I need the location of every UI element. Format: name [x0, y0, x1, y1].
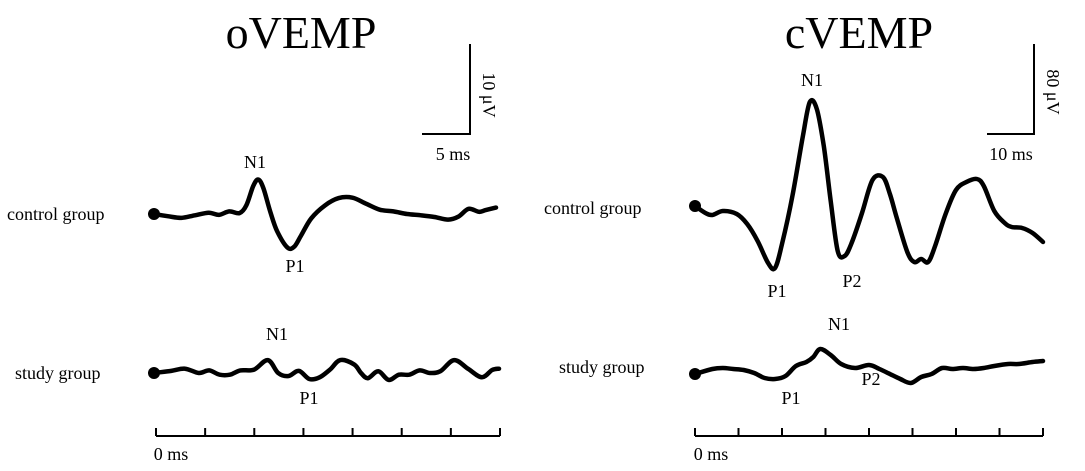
ovemp-study-group-label: study group [15, 363, 101, 383]
ovemp-study-waveform [151, 357, 502, 383]
cvemp-control-waveform [692, 97, 1046, 272]
cvemp-voltage-scale-label: 80 μV [1043, 69, 1063, 114]
cvemp-title: cVEMP [785, 7, 933, 58]
cvemp-control-p2-label: P2 [842, 271, 861, 291]
ovemp-scale-bar-lines [422, 44, 471, 135]
ovemp-title: oVEMP [226, 7, 377, 58]
ovemp-time-axis [155, 428, 501, 437]
cvemp-study-n1-label: N1 [828, 314, 850, 334]
cvemp-study-group-label: study group [559, 357, 645, 377]
cvemp-scale-bar-lines [987, 44, 1035, 135]
cvemp-time-scale-label: 10 ms [989, 144, 1033, 164]
ovemp-control-group-label: control group [7, 204, 104, 224]
cvemp-panel: cVEMP 80 μV 10 ms control group N1 P1 P2… [544, 7, 1063, 464]
ovemp-voltage-scale-label: 10 μV [479, 72, 499, 117]
ovemp-time-axis-start-label: 0 ms [154, 444, 189, 464]
ovemp-control-waveform [151, 177, 499, 252]
cvemp-control-group-label: control group [544, 198, 641, 218]
cvemp-control-p1-label: P1 [767, 281, 786, 301]
ovemp-study-p1-label: P1 [299, 388, 318, 408]
cvemp-study-p2-label: P2 [861, 369, 880, 389]
cvemp-study-waveform [692, 346, 1046, 386]
cvemp-time-axis-start-label: 0 ms [694, 444, 729, 464]
cvemp-scale-bar: 80 μV 10 ms [987, 44, 1063, 164]
ovemp-control-p1-label: P1 [285, 256, 304, 276]
ovemp-scale-bar: 10 μV 5 ms [422, 44, 499, 164]
cvemp-time-axis [694, 428, 1044, 437]
ovemp-study-n1-label: N1 [266, 324, 288, 344]
ovemp-time-scale-label: 5 ms [436, 144, 471, 164]
ovemp-control-n1-label: N1 [244, 152, 266, 172]
cvemp-control-n1-label: N1 [801, 70, 823, 90]
cvemp-study-p1-label: P1 [781, 388, 800, 408]
ovemp-panel: oVEMP 10 μV 5 ms control group N1 P1 stu… [7, 7, 502, 464]
